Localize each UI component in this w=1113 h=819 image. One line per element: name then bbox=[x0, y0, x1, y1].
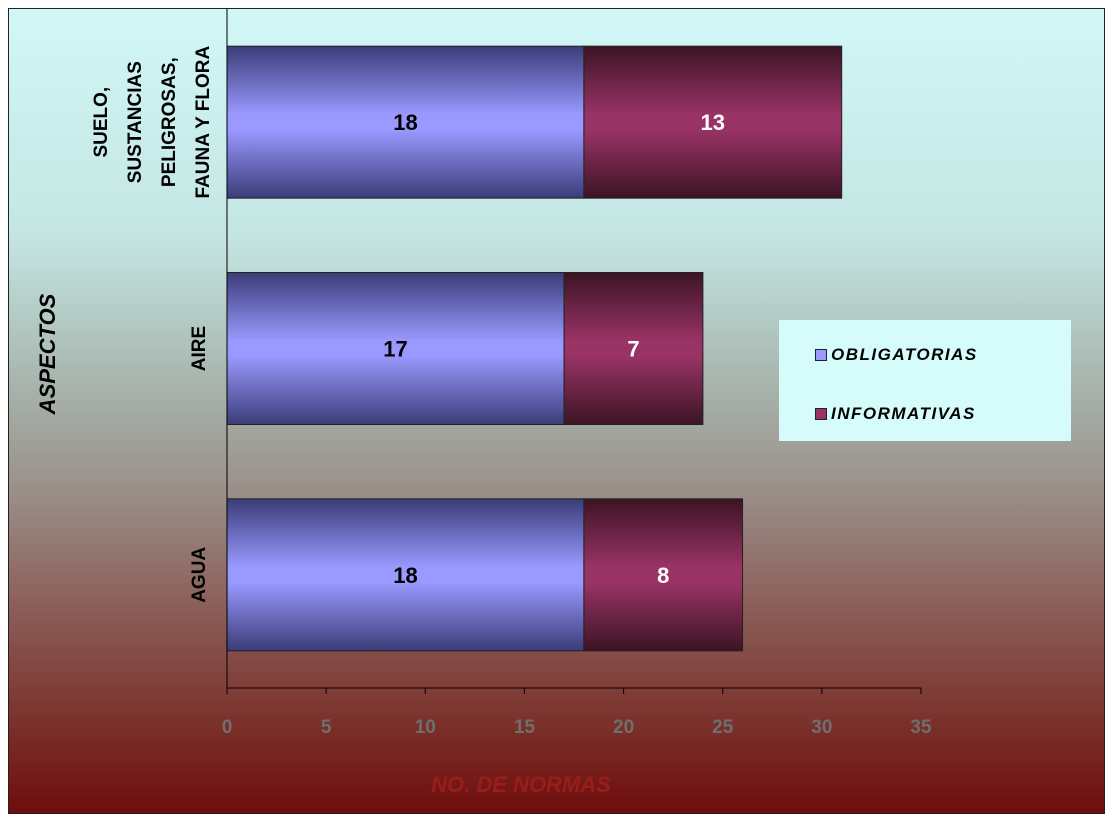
data-label-obligatorias-1: 17 bbox=[383, 337, 407, 362]
legend-label-informativas: INFORMATIVAS bbox=[831, 404, 976, 423]
x-ticks: 0 5 10 15 20 25 30 35 bbox=[222, 688, 932, 738]
legend: OBLIGATORIAS INFORMATIVAS bbox=[779, 320, 1071, 441]
y-axis-title: ASPECTOS bbox=[35, 293, 60, 415]
bars-layer: 18 8 17 7 18 13 bbox=[226, 45, 843, 652]
category-label-2-line-3: FAUNA Y FLORA bbox=[193, 46, 214, 199]
category-label-0-line-0: AGUA bbox=[189, 547, 210, 603]
legend-item-informativas: INFORMATIVAS bbox=[815, 404, 976, 424]
x-tick-label-25: 25 bbox=[712, 717, 734, 738]
bar-chart: 18 8 17 7 18 13 0 5 10 15 20 25 30 35 AGUA AIRE SUELO,… bbox=[35, 9, 932, 797]
x-axis-title: NO. DE NORMAS bbox=[431, 772, 611, 797]
x-tick-label-20: 20 bbox=[613, 717, 634, 738]
category-labels: AGUA AIRE SUELO, SUSTANCIAS PELIGROSAS, FAUNA… bbox=[91, 46, 214, 603]
x-tick-label-15: 15 bbox=[514, 717, 536, 738]
x-tick-label-35: 35 bbox=[910, 717, 932, 738]
data-label-obligatorias-2: 18 bbox=[393, 110, 417, 135]
x-tick-label-5: 5 bbox=[321, 717, 332, 738]
bar-informativas-1 bbox=[563, 272, 704, 425]
category-label-2-line-2: PELIGROSAS, bbox=[159, 57, 180, 187]
bar-obligatorias-2 bbox=[226, 45, 585, 199]
legend-label-obligatorias: OBLIGATORIAS bbox=[831, 345, 978, 364]
bar-obligatorias-1 bbox=[226, 272, 565, 425]
bar-informativas-0 bbox=[583, 498, 744, 652]
category-label-2-line-1: SUSTANCIAS bbox=[125, 61, 146, 183]
bar-informativas-2 bbox=[583, 45, 843, 199]
data-label-informativas-1: 7 bbox=[627, 337, 639, 362]
legend-swatch-informativas bbox=[815, 408, 827, 420]
legend-swatch-obligatorias bbox=[815, 349, 827, 361]
category-label-2-line-0: SUELO, bbox=[91, 87, 112, 158]
data-label-informativas-0: 8 bbox=[657, 563, 669, 588]
chart-frame: 18 8 17 7 18 13 0 5 10 15 20 25 30 35 AGUA AIRE SUELO,… bbox=[8, 8, 1105, 814]
category-label-1-line-0: AIRE bbox=[189, 326, 210, 371]
bar-obligatorias-0 bbox=[226, 498, 585, 652]
x-tick-label-0: 0 bbox=[222, 717, 233, 738]
legend-item-obligatorias: OBLIGATORIAS bbox=[815, 345, 978, 365]
data-label-informativas-2: 13 bbox=[701, 110, 725, 135]
x-tick-label-30: 30 bbox=[811, 717, 832, 738]
data-label-obligatorias-0: 18 bbox=[393, 563, 417, 588]
x-tick-label-10: 10 bbox=[415, 717, 436, 738]
